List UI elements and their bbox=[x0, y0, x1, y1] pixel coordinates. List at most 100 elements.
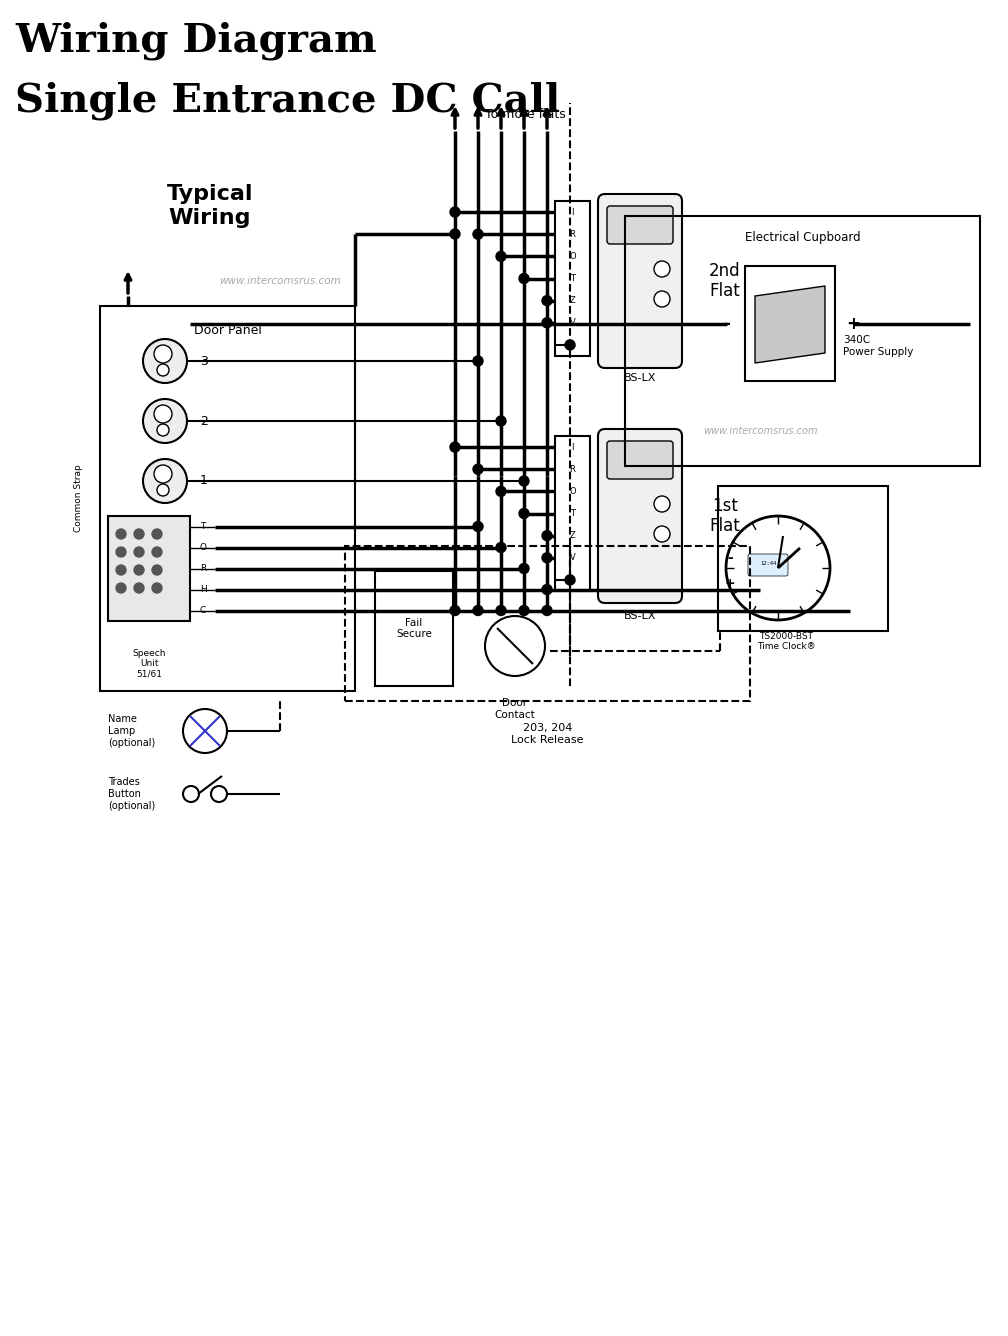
Circle shape bbox=[496, 251, 506, 262]
Text: O: O bbox=[200, 542, 207, 552]
Circle shape bbox=[116, 582, 126, 593]
Circle shape bbox=[726, 516, 830, 620]
Bar bbox=[625, 216, 980, 466]
Bar bbox=[718, 486, 888, 631]
Circle shape bbox=[134, 529, 144, 538]
Text: O: O bbox=[570, 486, 576, 496]
Text: Typical
Wiring: Typical Wiring bbox=[166, 184, 253, 227]
Text: +: + bbox=[846, 314, 860, 333]
Circle shape bbox=[654, 496, 670, 512]
Text: 3: 3 bbox=[200, 354, 208, 367]
Circle shape bbox=[654, 526, 670, 542]
Circle shape bbox=[116, 546, 126, 557]
Circle shape bbox=[519, 564, 529, 573]
Text: R: R bbox=[570, 230, 576, 239]
Text: H: H bbox=[200, 585, 207, 595]
Text: 1st
Flat: 1st Flat bbox=[710, 497, 740, 536]
Text: 1: 1 bbox=[200, 474, 208, 488]
Text: Door
Contact: Door Contact bbox=[495, 697, 535, 720]
Circle shape bbox=[152, 565, 162, 574]
Bar bbox=[555, 436, 590, 591]
Circle shape bbox=[519, 274, 529, 283]
Circle shape bbox=[473, 230, 483, 239]
Text: BS-LX: BS-LX bbox=[624, 611, 656, 621]
Circle shape bbox=[450, 442, 460, 452]
Circle shape bbox=[519, 605, 529, 616]
Text: +: + bbox=[725, 577, 735, 589]
Bar bbox=[108, 516, 190, 621]
Text: C: C bbox=[200, 607, 206, 615]
Text: Single Entrance DC Call: Single Entrance DC Call bbox=[15, 81, 560, 119]
Text: -: - bbox=[724, 314, 731, 333]
Text: Speech
Unit
51/61: Speech Unit 51/61 bbox=[132, 649, 165, 679]
Circle shape bbox=[473, 605, 483, 616]
FancyBboxPatch shape bbox=[598, 194, 682, 367]
Circle shape bbox=[183, 786, 199, 802]
Text: L: L bbox=[571, 341, 575, 350]
Circle shape bbox=[152, 582, 162, 593]
Circle shape bbox=[473, 521, 483, 532]
Bar bbox=[100, 306, 355, 691]
Text: V: V bbox=[570, 553, 576, 562]
Circle shape bbox=[143, 399, 187, 444]
Text: Fail
Secure: Fail Secure bbox=[396, 617, 432, 640]
Circle shape bbox=[157, 363, 169, 375]
Text: www.intercomsrus.com: www.intercomsrus.com bbox=[703, 426, 817, 436]
Circle shape bbox=[154, 345, 172, 363]
Circle shape bbox=[542, 585, 552, 595]
Circle shape bbox=[519, 476, 529, 486]
Text: I: I bbox=[572, 207, 574, 216]
Text: www.intercomsrus.com: www.intercomsrus.com bbox=[219, 277, 341, 286]
FancyBboxPatch shape bbox=[607, 206, 673, 244]
Text: -: - bbox=[727, 550, 733, 565]
Text: Z: Z bbox=[570, 297, 576, 305]
Text: BS-LX: BS-LX bbox=[624, 373, 656, 383]
Circle shape bbox=[542, 530, 552, 541]
Circle shape bbox=[473, 464, 483, 474]
Circle shape bbox=[134, 582, 144, 593]
Circle shape bbox=[496, 542, 506, 553]
FancyBboxPatch shape bbox=[748, 554, 788, 576]
Text: 340C
Power Supply: 340C Power Supply bbox=[843, 335, 913, 357]
Circle shape bbox=[183, 709, 227, 754]
Circle shape bbox=[565, 574, 575, 585]
Circle shape bbox=[485, 616, 545, 676]
Circle shape bbox=[450, 228, 460, 239]
Text: Trades
Button
(optional): Trades Button (optional) bbox=[108, 778, 155, 811]
Bar bbox=[555, 200, 590, 355]
Text: R: R bbox=[570, 465, 576, 474]
Text: I: I bbox=[572, 442, 574, 452]
Circle shape bbox=[473, 355, 483, 366]
Circle shape bbox=[134, 546, 144, 557]
Circle shape bbox=[134, 565, 144, 574]
Circle shape bbox=[450, 605, 460, 616]
Circle shape bbox=[450, 207, 460, 216]
Text: To more flats: To more flats bbox=[485, 107, 565, 120]
Circle shape bbox=[157, 484, 169, 496]
Text: 2: 2 bbox=[200, 414, 208, 428]
FancyBboxPatch shape bbox=[607, 441, 673, 480]
Bar bbox=[375, 570, 453, 685]
Circle shape bbox=[542, 295, 552, 306]
Circle shape bbox=[496, 605, 506, 616]
Text: Common Strap: Common Strap bbox=[74, 465, 83, 532]
Text: T: T bbox=[201, 522, 206, 530]
Circle shape bbox=[116, 529, 126, 538]
Circle shape bbox=[143, 339, 187, 383]
Text: 2nd
Flat: 2nd Flat bbox=[710, 262, 741, 301]
Text: 203, 204
Lock Release: 203, 204 Lock Release bbox=[511, 723, 584, 744]
Circle shape bbox=[143, 460, 187, 502]
Circle shape bbox=[565, 339, 575, 350]
Circle shape bbox=[496, 486, 506, 497]
Text: Electrical Cupboard: Electrical Cupboard bbox=[745, 231, 860, 244]
Text: 12:44: 12:44 bbox=[760, 561, 776, 565]
Text: L: L bbox=[571, 576, 575, 584]
Text: Name
Lamp
(optional): Name Lamp (optional) bbox=[108, 715, 155, 748]
Circle shape bbox=[157, 424, 169, 436]
Text: Z: Z bbox=[570, 532, 576, 540]
Circle shape bbox=[116, 565, 126, 574]
Circle shape bbox=[496, 415, 506, 426]
Text: T: T bbox=[570, 509, 575, 518]
Text: R: R bbox=[200, 564, 206, 573]
Bar bbox=[345, 546, 750, 701]
